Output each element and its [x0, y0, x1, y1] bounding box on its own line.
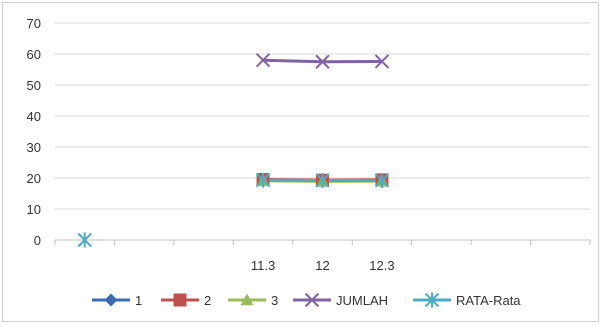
data-point-series-4	[255, 52, 271, 68]
data-point-series-5	[315, 172, 330, 188]
x-tick-label: 12	[315, 258, 329, 273]
legend: 1 2 3 JUMLAH RATA-Rata	[92, 292, 521, 308]
y-tick-label: 40	[27, 109, 41, 124]
legend-swatch-marker-stroke	[304, 292, 320, 308]
y-tick-label: 60	[27, 47, 41, 62]
legend-label: RATA-Rata	[456, 293, 521, 308]
x-tick-label: 12.3	[369, 258, 394, 273]
y-tick-label: 30	[27, 140, 41, 155]
series-lines	[263, 58, 382, 183]
legend-label: 1	[135, 293, 142, 308]
data-point-series-4-stroke	[374, 54, 390, 69]
data-point-series-5	[374, 172, 390, 188]
legend-label: JUMLAH	[336, 293, 388, 308]
data-point-series-4	[374, 54, 390, 69]
data-point-series-4-stroke	[315, 54, 330, 69]
gridlines	[55, 22, 590, 210]
legend-swatch-marker	[424, 292, 440, 308]
data-point-series-4-stroke	[255, 52, 271, 68]
legend-swatch-marker	[240, 293, 254, 306]
x-tick-label: 11.3	[251, 258, 275, 273]
y-tick-label: 20	[27, 171, 41, 186]
legend-swatch-marker	[104, 293, 118, 307]
data-point-series-4	[315, 54, 330, 69]
x-axis-ticks: 11.3 12 12.3	[251, 258, 395, 273]
x-axis	[54, 239, 591, 245]
legend-swatch-marker	[173, 293, 187, 307]
y-axis-ticks: 0 10 20 30 40 50 60 70	[27, 16, 41, 248]
legend-swatch-marker	[304, 292, 320, 308]
legend-label: 2	[204, 293, 211, 308]
y-tick-label: 50	[27, 78, 41, 93]
data-point-series-5	[77, 232, 92, 248]
y-tick-label: 0	[34, 233, 41, 248]
legend-label: 3	[271, 293, 278, 308]
series-markers	[77, 52, 390, 248]
y-tick-label: 10	[27, 202, 41, 217]
y-tick-label: 70	[27, 16, 41, 31]
chart-frame	[2, 2, 599, 322]
data-point-series-5	[255, 172, 271, 188]
